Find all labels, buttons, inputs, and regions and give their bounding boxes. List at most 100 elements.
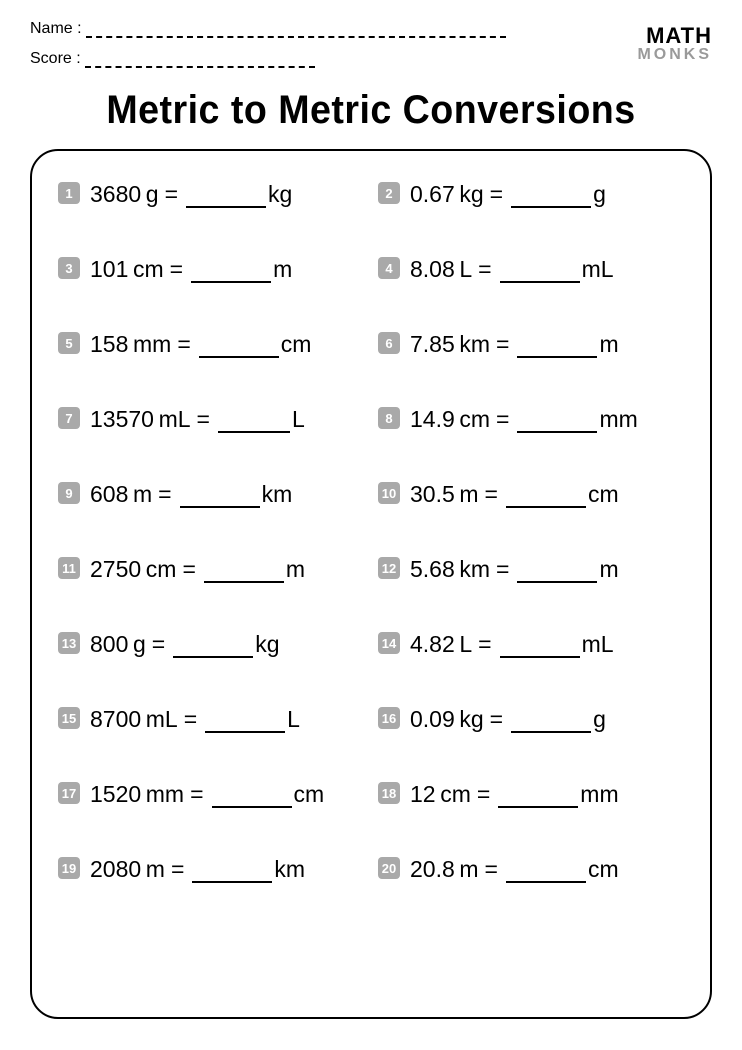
from-unit: kg	[455, 706, 484, 733]
answer-blank[interactable]	[517, 561, 597, 583]
problem-value: 8700	[90, 706, 141, 733]
problem-11: 11 2750 cm= m	[58, 556, 364, 583]
equals-sign: =	[490, 706, 503, 733]
problem-19: 19 2080 m= km	[58, 856, 364, 883]
to-unit: kg	[255, 631, 279, 658]
equals-sign: =	[478, 256, 491, 283]
problem-value: 4.82	[410, 631, 455, 658]
equals-sign: =	[490, 181, 503, 208]
problem-9: 9608 m=km	[58, 481, 364, 508]
to-unit: km	[274, 856, 305, 883]
answer-blank[interactable]	[506, 861, 586, 883]
from-unit: m	[141, 856, 165, 883]
answer-blank[interactable]	[517, 411, 597, 433]
equals-sign: =	[477, 781, 490, 808]
from-unit: g	[128, 631, 145, 658]
problem-number-badge: 16	[378, 707, 400, 729]
answer-blank[interactable]	[511, 186, 591, 208]
from-unit: cm	[141, 556, 176, 583]
problem-10: 1030.5 m=cm	[378, 481, 684, 508]
problem-18: 1812 cm=mm	[378, 781, 684, 808]
problem-number-badge: 2	[378, 182, 400, 204]
to-unit: m	[599, 556, 618, 583]
logo-top-text: MATH	[637, 26, 712, 47]
problem-value: 30.5	[410, 481, 455, 508]
to-unit: m	[286, 556, 305, 583]
logo-bottom-text: MONKS	[637, 47, 712, 62]
answer-blank[interactable]	[517, 336, 597, 358]
problem-7: 713570 mL=L	[58, 406, 364, 433]
to-unit: mL	[582, 631, 614, 658]
problem-number-badge: 18	[378, 782, 400, 804]
problem-16: 160.09 kg=g	[378, 706, 684, 733]
from-unit: mL	[141, 706, 178, 733]
equals-sign: =	[177, 331, 190, 358]
worksheet-title: Metric to Metric Conversions	[50, 88, 691, 133]
problem-4: 48.08 L=mL	[378, 256, 684, 283]
problem-13: 13800 g=kg	[58, 631, 364, 658]
answer-blank[interactable]	[212, 786, 292, 808]
from-unit: mm	[141, 781, 184, 808]
from-unit: m	[455, 481, 479, 508]
answer-blank[interactable]	[498, 786, 578, 808]
problem-17: 171520 mm=cm	[58, 781, 364, 808]
answer-blank[interactable]	[511, 711, 591, 733]
to-unit: cm	[588, 856, 619, 883]
problem-value: 2750	[90, 556, 141, 583]
problem-value: 5.68	[410, 556, 455, 583]
answer-blank[interactable]	[500, 636, 580, 658]
to-unit: m	[599, 331, 618, 358]
answer-blank[interactable]	[500, 261, 580, 283]
problem-value: 12	[410, 781, 436, 808]
score-blank-line[interactable]	[85, 54, 315, 68]
equals-sign: =	[184, 706, 197, 733]
brand-logo: MATH MONKS	[637, 26, 712, 62]
equals-sign: =	[171, 856, 184, 883]
problem-number-badge: 20	[378, 857, 400, 879]
problem-number-badge: 15	[58, 707, 80, 729]
problem-number-badge: 3	[58, 257, 80, 279]
problem-number-badge: 11	[58, 557, 80, 579]
equals-sign: =	[496, 406, 509, 433]
problem-number-badge: 19	[58, 857, 80, 879]
answer-blank[interactable]	[186, 186, 266, 208]
from-unit: mL	[154, 406, 191, 433]
name-blank-line[interactable]	[86, 24, 506, 38]
to-unit: L	[292, 406, 305, 433]
equals-sign: =	[478, 631, 491, 658]
answer-blank[interactable]	[218, 411, 290, 433]
answer-blank[interactable]	[506, 486, 586, 508]
problem-14: 144.82 L=mL	[378, 631, 684, 658]
worksheet-page: Name : Score : MATH MONKS Metric to Metr…	[0, 0, 742, 1050]
problem-number-badge: 9	[58, 482, 80, 504]
problem-value: 20.8	[410, 856, 455, 883]
score-field: Score :	[30, 50, 637, 68]
equals-sign: =	[182, 556, 195, 583]
problem-number-badge: 6	[378, 332, 400, 354]
header-fields: Name : Score :	[30, 20, 637, 80]
problem-3: 3101 cm=m	[58, 256, 364, 283]
answer-blank[interactable]	[191, 261, 271, 283]
answer-blank[interactable]	[205, 711, 285, 733]
equals-sign: =	[152, 631, 165, 658]
from-unit: kg	[455, 181, 484, 208]
to-unit: g	[593, 706, 606, 733]
problem-value: 800	[90, 631, 128, 658]
answer-blank[interactable]	[204, 561, 284, 583]
answer-blank[interactable]	[192, 861, 272, 883]
to-unit: L	[287, 706, 300, 733]
problem-number-badge: 10	[378, 482, 400, 504]
from-unit: cm	[455, 406, 490, 433]
problem-6: 67.85 km=m	[378, 331, 684, 358]
answer-blank[interactable]	[199, 336, 279, 358]
answer-blank[interactable]	[173, 636, 253, 658]
problem-value: 101	[90, 256, 128, 283]
problem-number-badge: 4	[378, 257, 400, 279]
problem-value: 2080	[90, 856, 141, 883]
answer-blank[interactable]	[180, 486, 260, 508]
equals-sign: =	[170, 256, 183, 283]
header: Name : Score : MATH MONKS	[30, 20, 712, 80]
to-unit: mm	[580, 781, 618, 808]
problem-value: 13570	[90, 406, 154, 433]
problem-value: 3680	[90, 181, 141, 208]
